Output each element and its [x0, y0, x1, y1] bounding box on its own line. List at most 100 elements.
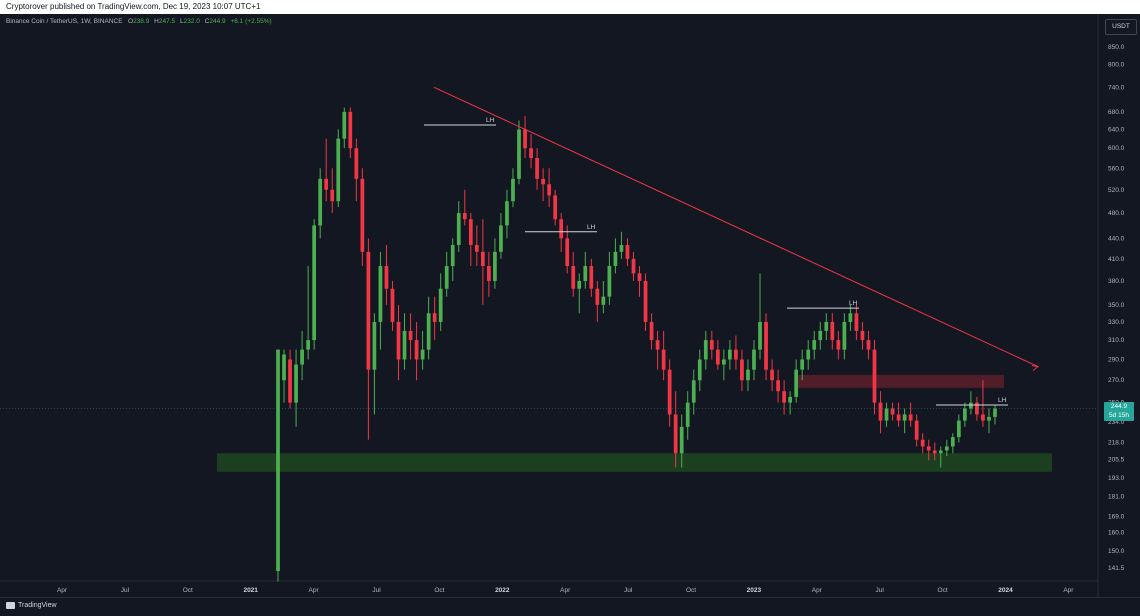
candle-body [625, 245, 630, 259]
candle-body [872, 349, 877, 403]
price-tick-label: 205.5 [1108, 457, 1125, 464]
price-tick-label: 310.0 [1108, 337, 1125, 344]
tradingview-logo-icon [6, 602, 15, 609]
candle-body [963, 408, 967, 421]
candle-body [432, 313, 437, 322]
price-tick-label: 850.0 [1108, 44, 1125, 51]
chart-area[interactable]: LH LH LH LH 850.0 800.0 740.0 680.0 640.0 600.0 56… [0, 14, 1140, 597]
currency-selector[interactable]: USDT [1105, 19, 1137, 35]
resistance-zone [796, 374, 1004, 388]
candle-body [571, 266, 576, 289]
time-tick-label: Jul [624, 587, 633, 594]
price-chart[interactable]: LHLHLHLH850.0800.0740.0680.0640.0600.056… [0, 14, 1140, 597]
candle-body [734, 349, 738, 360]
candle-body [493, 251, 497, 281]
price-tick-label: 150.0 [1108, 548, 1125, 555]
price-tick-label: 520.0 [1108, 187, 1125, 194]
time-tick-label: Apr [812, 587, 823, 594]
candle-body [902, 414, 907, 421]
time-tick-label: Jul [372, 587, 381, 594]
time-tick-label: 2024 [998, 587, 1013, 594]
candle-body [637, 273, 642, 281]
candle-body [655, 340, 660, 350]
open-value: 238.9 [133, 18, 150, 25]
candle-body [282, 354, 286, 381]
candle-body [740, 359, 744, 381]
candle-body [679, 426, 684, 454]
price-tick-label: 141.5 [1108, 565, 1125, 572]
candle-body [830, 321, 835, 341]
candle-body [595, 288, 600, 305]
candle-body [782, 391, 786, 403]
candle-body [950, 437, 955, 447]
candle-body [884, 408, 889, 421]
price-tick-label: 680.0 [1108, 109, 1125, 116]
candle-body [758, 321, 762, 350]
candle-body [426, 313, 431, 350]
candle-body [703, 340, 708, 360]
candle-body [354, 148, 359, 179]
candle-body [806, 349, 811, 360]
candle-body [577, 280, 582, 289]
candle-body [776, 380, 780, 392]
candle-body [487, 266, 491, 281]
candle-body [366, 251, 371, 370]
candle-body [414, 340, 419, 360]
time-tick-label: Oct [686, 587, 696, 594]
candle-body [499, 225, 503, 252]
candle-body [306, 340, 310, 350]
candle-body [721, 359, 726, 365]
time-tick-label: Oct [434, 587, 444, 594]
candle-body [288, 359, 292, 403]
candle-body [372, 321, 377, 370]
candle-body [956, 420, 961, 438]
candle-body [667, 369, 672, 415]
price-tick-label: 181.0 [1108, 493, 1125, 500]
lower-high-label: LH [998, 397, 1007, 404]
time-tick-label: Oct [938, 587, 948, 594]
last-price-value: 244.9 [1110, 403, 1128, 410]
candle-body [944, 446, 949, 451]
close-label: C [204, 18, 210, 25]
publisher-text: Cryptorover published on TradingView.com… [6, 2, 261, 11]
time-tick-label: Jul [876, 587, 885, 594]
last-price-badge: 244.9 5d 15h [1104, 402, 1134, 421]
descending-trendline[interactable] [433, 86, 1039, 368]
price-tick-label: 160.0 [1108, 529, 1125, 536]
candle-body [408, 330, 413, 341]
candle-body [715, 349, 720, 365]
price-tick-label: 169.0 [1108, 513, 1125, 520]
candle-body [378, 266, 383, 322]
candle-body [932, 450, 937, 454]
candle-body [336, 138, 341, 202]
candle-body [396, 321, 401, 360]
price-tick-label: 440.0 [1108, 235, 1125, 242]
price-tick-label: 350.0 [1108, 302, 1125, 309]
candle-body [583, 266, 588, 281]
candle-body [926, 446, 931, 451]
candle-body [691, 380, 696, 403]
candle-body [987, 416, 991, 421]
candle-body [529, 148, 533, 159]
candle-body [589, 266, 594, 289]
candle-body [685, 402, 690, 427]
candle-body [752, 349, 756, 370]
candle-body [860, 330, 865, 341]
time-tick-label: 2022 [495, 587, 510, 594]
candle-body [631, 258, 636, 274]
candle-body [896, 414, 901, 421]
candle-body [450, 245, 455, 267]
candle-body [824, 321, 829, 331]
candle-body [324, 178, 329, 190]
candle-body [601, 296, 606, 305]
candle-body [794, 369, 799, 397]
candle-body [836, 340, 841, 350]
footer-bar: TradingView [0, 597, 1140, 616]
candle-body [360, 178, 365, 252]
tradingview-logo[interactable]: TradingView [6, 602, 57, 609]
price-tick-label: 480.0 [1108, 210, 1125, 217]
candle-body [312, 225, 317, 341]
price-tick-label: 290.0 [1108, 356, 1125, 363]
candle-body [770, 369, 774, 381]
candle-body [523, 129, 527, 149]
